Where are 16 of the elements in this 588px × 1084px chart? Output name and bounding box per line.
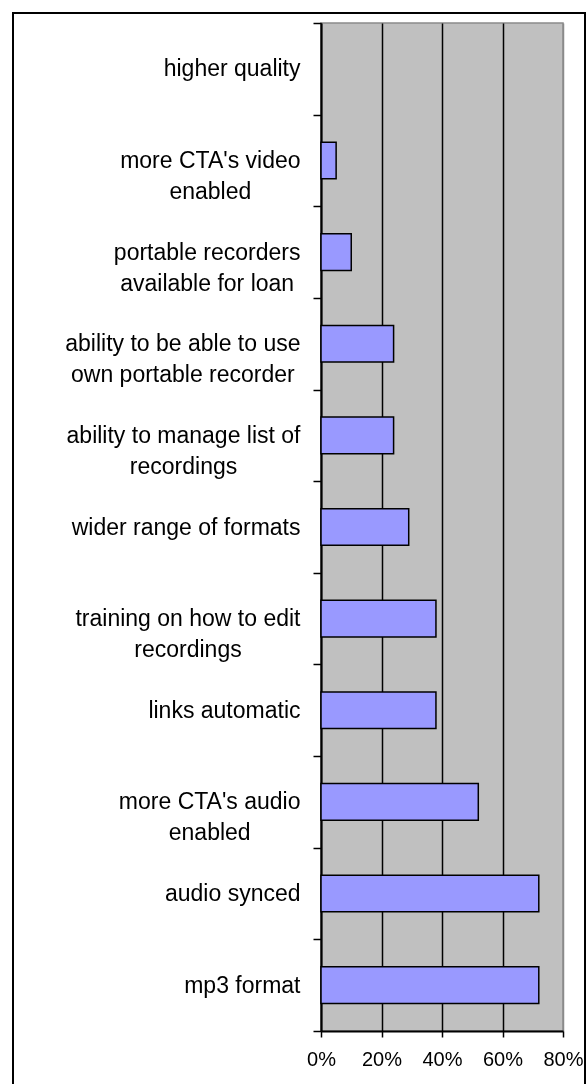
y-tick-label: more CTA's video enabled: [120, 146, 301, 204]
x-tick-label: 60%: [482, 1047, 524, 1070]
y-tick-label: audio synced: [164, 880, 301, 907]
y-tick-label: links automatic: [148, 696, 301, 723]
x-tick-label: 80%: [543, 1047, 584, 1070]
y-tick-label: more CTA's audio enabled: [118, 788, 301, 846]
y-tick-label: ability to be able to use own portable recorder: [65, 330, 301, 388]
x-tick-label: 40%: [422, 1047, 463, 1070]
y-tick-label: training on how to edit recordings: [75, 605, 302, 663]
y-tick-label: ability to manage list of recordings: [66, 421, 302, 479]
x-tick-label: 20%: [361, 1047, 403, 1070]
y-tick-label: wider range of formats: [70, 513, 301, 540]
y-tick-label: portable recorders available for loan: [113, 238, 301, 296]
x-tick-label: 0%: [307, 1047, 337, 1070]
y-tick-label: higher quality: [163, 55, 301, 82]
y-tick-label: mp3 format: [184, 971, 302, 998]
